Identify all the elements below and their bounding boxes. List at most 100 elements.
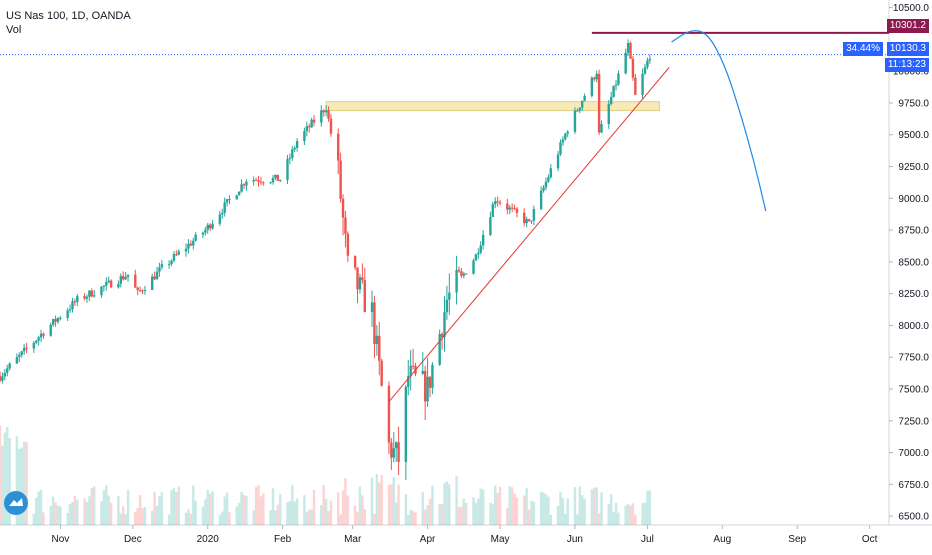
volume-bar	[83, 498, 86, 525]
countdown-tag: 11:13:23	[884, 58, 929, 72]
candle-body	[83, 296, 86, 299]
volume-bar	[527, 509, 531, 525]
volume-bar	[595, 487, 598, 525]
candle-body	[18, 354, 21, 358]
volume-bar	[472, 497, 475, 525]
volume-bar	[542, 492, 545, 525]
candle-body	[37, 337, 40, 341]
volume-bar	[578, 486, 581, 525]
candle-body	[460, 271, 463, 276]
candle-body	[580, 100, 584, 108]
volume-bar	[336, 492, 340, 525]
candle-body	[479, 245, 482, 253]
volume-bar	[177, 486, 180, 525]
volume-bar	[240, 491, 243, 525]
candle-body	[279, 180, 282, 182]
candle-body	[356, 267, 359, 290]
volume-bar	[496, 492, 499, 525]
candle-body	[448, 292, 451, 300]
candle-body	[172, 254, 176, 261]
volume-bar	[22, 441, 26, 525]
candle-body	[431, 364, 434, 388]
volume-bar	[134, 511, 137, 525]
candle-body	[566, 131, 569, 134]
candle-body	[126, 274, 130, 277]
candle-body	[90, 290, 94, 297]
candle-body	[455, 269, 458, 293]
candle-body	[641, 73, 644, 95]
candle-body	[88, 290, 91, 297]
candle-body	[404, 386, 408, 462]
volume-bar	[88, 496, 91, 525]
volume-bar	[262, 493, 265, 525]
candle-body	[35, 340, 38, 343]
volume-bar	[515, 497, 519, 525]
volume-bar	[291, 485, 294, 525]
volume-bar	[25, 442, 28, 525]
candle-body	[530, 220, 533, 222]
x-tick-label: Mar	[344, 534, 362, 545]
candle-body	[187, 243, 190, 249]
volume-bar	[477, 498, 480, 525]
volume-bar	[648, 490, 652, 525]
candle-body	[508, 207, 511, 210]
volume-bar	[172, 487, 176, 525]
candle-body	[76, 296, 79, 303]
candle-body	[119, 276, 122, 284]
x-tick-label: Aug	[713, 534, 731, 545]
candle-body	[539, 190, 543, 210]
volume-bar	[252, 510, 255, 525]
candle-body	[593, 77, 596, 80]
candle-body	[561, 139, 565, 143]
candle-body	[445, 299, 449, 313]
volume-bar	[593, 487, 596, 525]
volume-bar	[269, 510, 272, 525]
volume-bar	[68, 503, 72, 525]
volume-bar	[102, 490, 106, 525]
x-tick-label: Jul	[641, 534, 654, 545]
volume-bar	[59, 506, 62, 525]
candle-body	[559, 142, 562, 155]
y-tick-label: 8500.0	[898, 257, 929, 268]
volume-bar	[363, 509, 366, 525]
candle-body	[542, 187, 545, 191]
volume-bar	[525, 488, 528, 525]
volume-bar	[634, 514, 637, 525]
volume-bar	[8, 437, 11, 525]
volume-bar	[20, 447, 23, 525]
volume-bar	[107, 495, 110, 525]
candle-body	[353, 255, 357, 268]
volume-bar	[474, 502, 478, 525]
candle-body	[25, 347, 28, 349]
candle-body	[100, 286, 103, 296]
candle-body	[527, 219, 531, 221]
candle-body	[544, 181, 548, 188]
volume-bar	[600, 492, 603, 525]
volume-bar	[549, 514, 553, 525]
volume-bar	[626, 503, 630, 525]
candle-body	[375, 335, 379, 345]
volume-bar	[539, 491, 543, 525]
x-tick-label: Feb	[274, 534, 292, 545]
candle-body	[629, 42, 632, 59]
candle-body	[510, 207, 514, 209]
candle-body	[576, 110, 579, 112]
candle-body	[211, 223, 214, 229]
candle-body	[124, 276, 127, 280]
candle-body	[252, 179, 255, 182]
candle-body	[138, 290, 142, 292]
volume-bar	[609, 494, 613, 525]
x-tick-label: May	[491, 534, 510, 545]
volume-bar	[629, 505, 632, 525]
candle-body	[339, 160, 342, 199]
tradingview-logo-icon[interactable]	[4, 491, 28, 515]
volume-bar	[136, 507, 139, 525]
candle-body	[6, 368, 9, 373]
candle-body	[143, 290, 147, 292]
volume-bar	[218, 514, 222, 525]
volume-bar	[506, 507, 509, 525]
volume-bar	[158, 496, 161, 525]
volume-bar	[66, 512, 69, 525]
volume-bar	[566, 498, 569, 525]
volume-bar	[556, 506, 560, 525]
